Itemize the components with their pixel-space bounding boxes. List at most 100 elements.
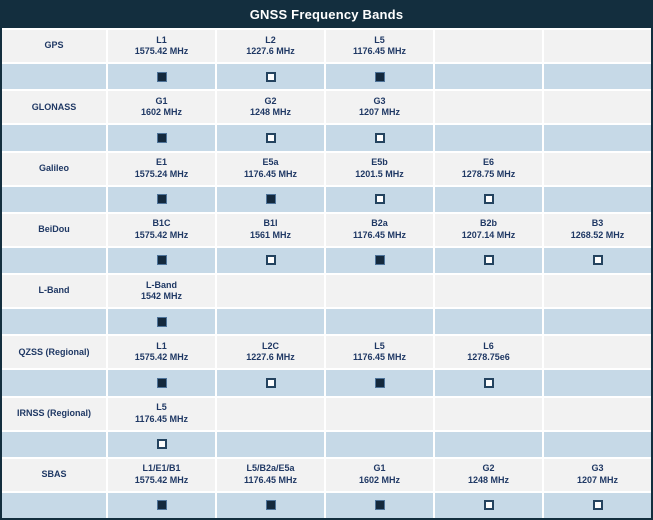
band-enabled-checkbox[interactable] — [483, 255, 494, 266]
band-enabled-checkbox[interactable] — [265, 255, 276, 266]
band-enabled-checkbox[interactable] — [483, 194, 494, 205]
band-cell-empty — [435, 275, 542, 308]
band-cell: B3 1268.52 MHz — [544, 213, 651, 246]
band-frequency: 1268.52 MHz — [570, 229, 625, 240]
band-enabled-checkbox[interactable] — [265, 132, 276, 143]
band-enabled-checkbox[interactable] — [156, 255, 167, 266]
band-name: L6 — [483, 340, 494, 351]
band-enabled-checkbox[interactable] — [374, 194, 385, 205]
checkbox-cell — [108, 64, 215, 90]
band-name: B2b — [479, 218, 497, 229]
band-cell: B2b 1207.14 MHz — [435, 213, 542, 246]
checkbox-cell-empty — [544, 64, 651, 90]
system-label: GPS — [2, 30, 106, 63]
band-name: L5 — [156, 402, 167, 413]
checkbox-cell — [217, 64, 324, 90]
band-enabled-checkbox[interactable] — [374, 500, 385, 511]
band-enabled-checkbox[interactable] — [374, 71, 385, 82]
checkbox-row-label-spacer — [2, 370, 106, 396]
band-cell: B1C 1575.42 MHz — [108, 213, 215, 246]
system-label: Galileo — [2, 152, 106, 185]
checkbox-cell-empty — [544, 186, 651, 212]
band-enabled-checkbox[interactable] — [374, 255, 385, 266]
band-enabled-checkbox[interactable] — [156, 500, 167, 511]
band-enabled-checkbox[interactable] — [483, 500, 494, 511]
band-enabled-checkbox[interactable] — [483, 377, 494, 388]
band-cell-empty — [326, 397, 433, 430]
system-label: QZSS (Regional) — [2, 336, 106, 369]
checkbox-cell — [217, 247, 324, 273]
band-frequency: 1176.45 MHz — [352, 229, 407, 240]
band-cell: E5a 1176.45 MHz — [217, 152, 324, 185]
band-frequency: 1575.42 MHz — [134, 46, 189, 57]
band-cell: L5 1176.45 MHz — [326, 30, 433, 63]
band-enabled-checkbox[interactable] — [265, 194, 276, 205]
checkbox-cell — [217, 186, 324, 212]
band-enabled-checkbox[interactable] — [156, 194, 167, 205]
checkbox-row-label-spacer — [2, 309, 106, 335]
band-enabled-checkbox[interactable] — [265, 377, 276, 388]
checkbox-cell-empty — [435, 309, 542, 335]
band-cell: G3 1207 MHz — [326, 91, 433, 124]
checkbox-cell — [544, 247, 651, 273]
band-cell: G2 1248 MHz — [435, 458, 542, 491]
band-enabled-checkbox[interactable] — [374, 377, 385, 388]
band-enabled-checkbox[interactable] — [156, 316, 167, 327]
band-enabled-checkbox[interactable] — [265, 500, 276, 511]
checkbox-row-label-spacer — [2, 125, 106, 151]
band-frequency: 1575.42 MHz — [134, 352, 189, 363]
band-enabled-checkbox[interactable] — [592, 255, 603, 266]
checkbox-cell — [435, 247, 542, 273]
checkbox-cell-empty — [435, 431, 542, 457]
band-frequency: 1227.6 MHz — [246, 352, 295, 363]
band-name: L-Band — [146, 279, 177, 290]
band-name: G3 — [373, 95, 386, 106]
checkbox-cell — [108, 125, 215, 151]
checkbox-row-label-spacer — [2, 247, 106, 273]
band-enabled-checkbox[interactable] — [374, 132, 385, 143]
band-cell: L2 1227.6 MHz — [217, 30, 324, 63]
checkbox-cell-empty — [544, 125, 651, 151]
checkbox-cell — [108, 247, 215, 273]
band-name: E1 — [155, 157, 167, 168]
table-body: GPS L1 1575.42 MHz L2 1227.6 MHz L5 1176.45 MH… — [2, 28, 651, 518]
checkbox-cell-empty — [544, 309, 651, 335]
band-cell-empty — [544, 152, 651, 185]
checkbox-cell — [326, 492, 433, 518]
band-cell: L1/E1/B1 1575.42 MHz — [108, 458, 215, 491]
band-enabled-checkbox[interactable] — [156, 439, 167, 450]
band-frequency: 1201.5 MHz — [355, 168, 404, 179]
band-enabled-checkbox[interactable] — [592, 500, 603, 511]
band-frequency: 1207.14 MHz — [461, 229, 516, 240]
band-cell-empty — [544, 336, 651, 369]
band-enabled-checkbox[interactable] — [156, 132, 167, 143]
system-label: SBAS — [2, 458, 106, 491]
band-frequency: 1575.42 MHz — [134, 474, 189, 485]
band-cell-empty — [435, 30, 542, 63]
band-enabled-checkbox[interactable] — [265, 71, 276, 82]
band-name: B1I — [263, 218, 278, 229]
band-cell: E6 1278.75 MHz — [435, 152, 542, 185]
band-name: E6 — [482, 157, 494, 168]
band-enabled-checkbox[interactable] — [156, 377, 167, 388]
system-label: L-Band — [2, 275, 106, 308]
band-cell: G1 1602 MHz — [108, 91, 215, 124]
band-name: B3 — [591, 218, 604, 229]
checkbox-row-label-spacer — [2, 431, 106, 457]
checkbox-row-label-spacer — [2, 186, 106, 212]
band-cell: B2a 1176.45 MHz — [326, 213, 433, 246]
band-name: G3 — [591, 463, 604, 474]
band-name: L2C — [261, 340, 279, 351]
band-frequency: 1176.45 MHz — [243, 168, 298, 179]
checkbox-cell — [326, 186, 433, 212]
band-cell-empty — [217, 397, 324, 430]
band-cell: L2C 1227.6 MHz — [217, 336, 324, 369]
checkbox-cell-empty — [217, 309, 324, 335]
band-name: L5 — [374, 34, 385, 45]
checkbox-cell — [217, 370, 324, 396]
band-frequency: 1207 MHz — [576, 474, 619, 485]
band-enabled-checkbox[interactable] — [156, 71, 167, 82]
band-name: L1 — [156, 340, 167, 351]
checkbox-row-label-spacer — [2, 492, 106, 518]
